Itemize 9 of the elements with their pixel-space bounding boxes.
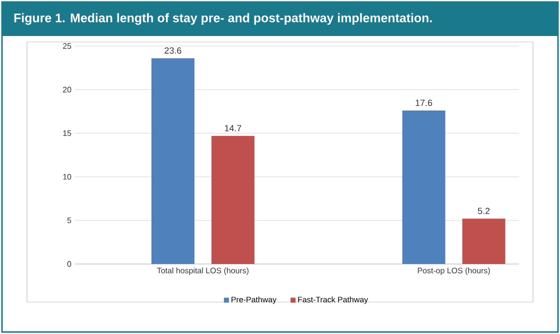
data-label: 5.2 <box>478 208 490 214</box>
data-label: 23.6 <box>164 47 182 54</box>
data-label: 14.7 <box>224 125 242 132</box>
bar <box>151 58 194 264</box>
bar <box>462 218 506 264</box>
bar <box>402 110 446 264</box>
data-label: 17.6 <box>416 100 432 106</box>
bar <box>211 136 254 264</box>
chart-title: Figure 1. Median length of stay pre- and post-pathway implementation. <box>14 13 432 25</box>
